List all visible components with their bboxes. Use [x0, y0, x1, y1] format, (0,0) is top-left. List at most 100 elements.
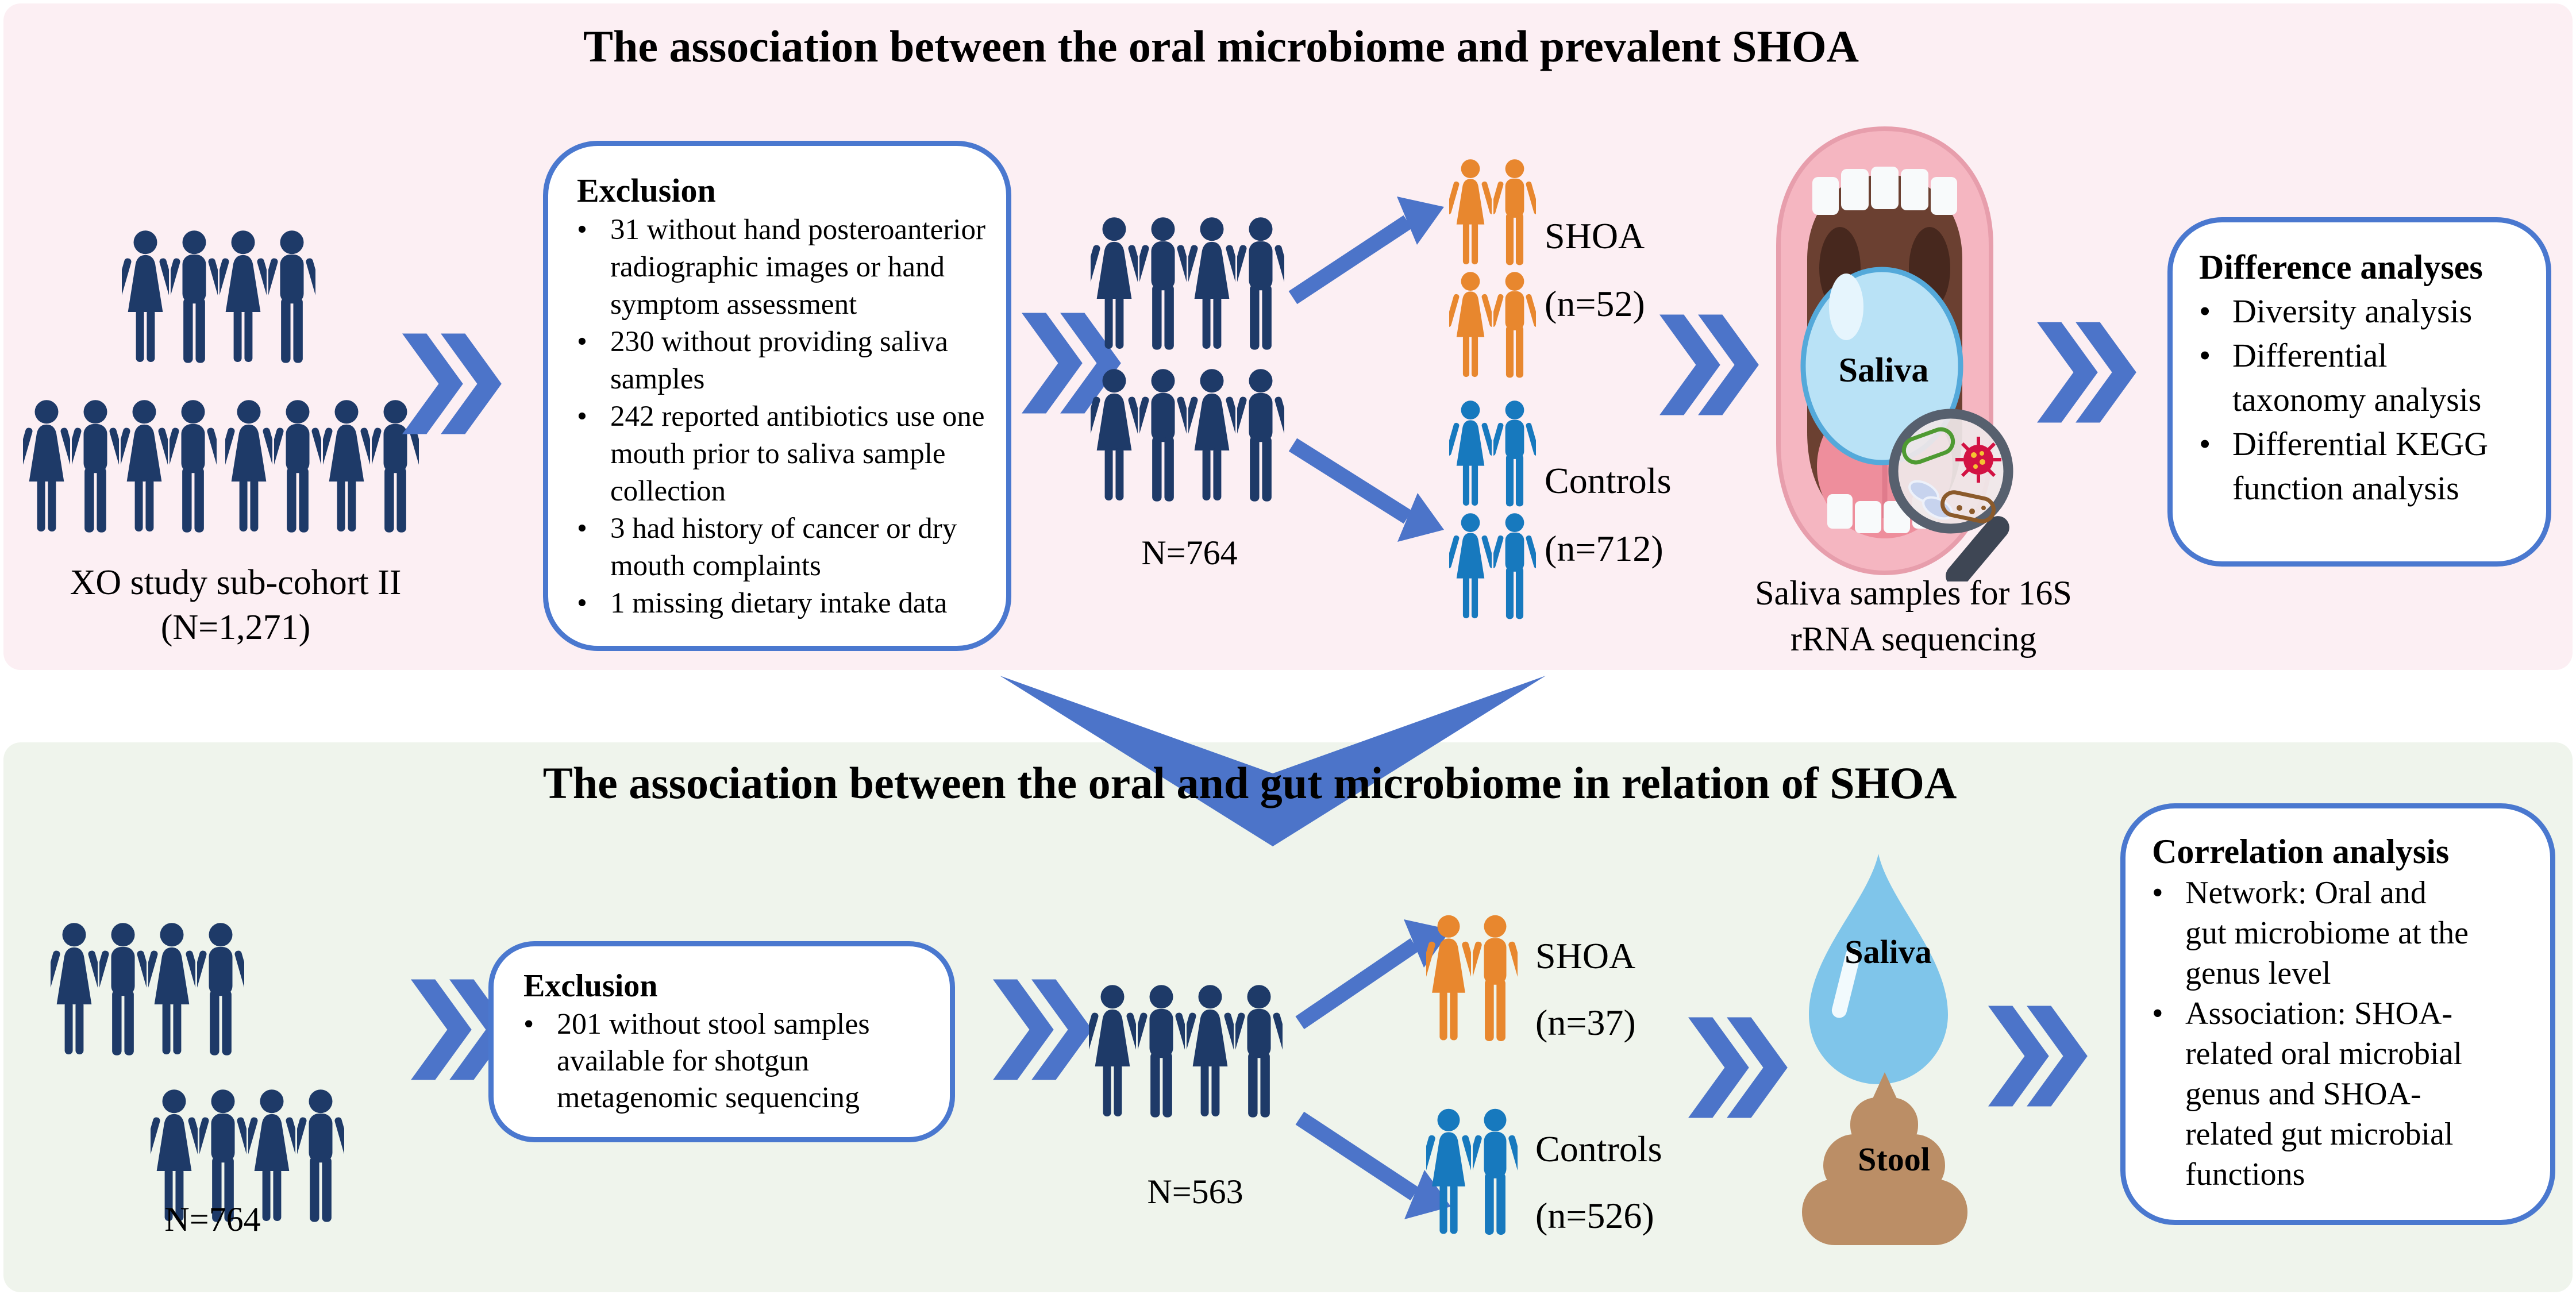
person-icon: [148, 923, 195, 1054]
person-icon: [323, 400, 370, 531]
top-panel-title: The association between the oral microbi…: [583, 21, 1859, 71]
difference-analyses-box: Difference analyses • Diversity analysis •…: [2167, 217, 2551, 567]
person-icon: [268, 230, 315, 363]
study-people-icons-bottom: [1089, 977, 1283, 1125]
arrow-down-right-icon: [1288, 438, 1444, 542]
bullet-item: • Differential taxonomy analysis: [2199, 337, 2482, 418]
difference-analyses-title: Difference analyses: [2199, 248, 2483, 286]
person-icon: [72, 400, 119, 533]
person-icon: [1426, 1108, 1471, 1234]
n764-label: N=764: [1141, 534, 1238, 572]
cohort-label: XO study sub-cohort II (N=1,271): [70, 563, 402, 647]
chevron-right-icon: [1688, 1017, 1788, 1118]
shoa-group-label: SHOA (n=52): [1545, 215, 1645, 324]
stool-label: Stool: [1858, 1141, 1930, 1178]
person-icon: [297, 1089, 344, 1222]
arrow-up-right-icon: [1288, 197, 1444, 305]
mouth-saliva-label: Saliva: [1839, 351, 1929, 389]
bullet-item: • 242 reported antibiotics use one mouth …: [577, 400, 985, 507]
person-icon: [274, 400, 321, 533]
person-icon: [1138, 985, 1185, 1118]
open-mouth-illustration: Saliva: [1776, 126, 2013, 581]
person-icon: [122, 230, 169, 362]
person-icon: [151, 1089, 198, 1221]
saliva-droplet-icon: Saliva: [1809, 854, 1948, 1085]
person-icon: [1473, 1108, 1518, 1235]
chevron-right-icon: [993, 979, 1092, 1080]
person-icon: [121, 400, 168, 531]
person-icon: [23, 400, 70, 531]
person-icon: [1188, 369, 1235, 500]
exclusion-box-bottom: Exclusion • 201 without stool samples ava…: [488, 941, 955, 1142]
chevron-right-icon: [1659, 314, 1759, 415]
cohort-people-icons-row1: [122, 214, 315, 379]
bullet-item: • Diversity analysis: [2199, 292, 2473, 330]
person-icon: [1493, 400, 1536, 507]
controls-group-label: Controls (n=712): [1545, 460, 1672, 569]
bullet-item: • 201 without stool samples available for…: [523, 1008, 870, 1114]
bullet-item: • 31 without hand posteroanterior radiogr…: [577, 214, 985, 321]
bullet-item: • 1 missing dietary intake data: [577, 587, 948, 619]
person-icon: [1089, 985, 1136, 1116]
person-icon: [220, 230, 267, 362]
chevron-right-icon: [1988, 1006, 2088, 1107]
shoa-people-icons: [1449, 154, 1536, 379]
person-icon: [1493, 159, 1536, 265]
bullet-item: • Association: SHOA- related oral microbi…: [2152, 996, 2462, 1192]
person-icon: [1493, 272, 1536, 378]
person-icon: [248, 1089, 295, 1221]
correlation-analysis-list: • Network: Oral and gut microbiome at the…: [2152, 873, 2543, 1195]
exclusion-title: Exclusion: [577, 172, 716, 209]
person-icon: [1139, 217, 1187, 350]
cohort-people-icons-row2a: [23, 392, 217, 540]
person-icon: [171, 230, 218, 363]
study-people-icons-top: [1091, 206, 1284, 509]
bullet-item: • Network: Oral and gut microbiome at the…: [2152, 875, 2469, 991]
person-icon: [1449, 400, 1492, 506]
upper-teeth-icon: [1812, 167, 1957, 215]
person-icon: [1237, 369, 1284, 502]
person-icon: [1426, 915, 1471, 1041]
person-icon: [51, 923, 98, 1054]
person-icon: [1449, 159, 1492, 265]
green-bacterium-icon: [1901, 427, 1955, 465]
big-down-arrow-icon: [1000, 676, 1546, 846]
exclusion2-bullet-list: • 201 without stool samples available for…: [523, 1006, 939, 1116]
n563-label: N=563: [1147, 1173, 1243, 1211]
exclusion-box-top: Exclusion • 31 without hand posteroanteri…: [543, 141, 1011, 651]
controls-people-icons: [1449, 395, 1536, 621]
correlation-analysis-title: Correlation analysis: [2152, 833, 2450, 871]
correlation-analysis-box: Correlation analysis • Network: Oral and …: [2120, 803, 2555, 1225]
person-icon: [225, 400, 272, 531]
person-icon: [1449, 272, 1492, 378]
bullet-item: • Differential KEGG function analysis: [2199, 425, 2489, 507]
person-icon: [1493, 513, 1536, 619]
cohort2-people-icons-row1: [51, 915, 244, 1063]
bullet-item: • 3 had history of cancer or dry mouth co…: [577, 513, 957, 582]
brown-bacterium-icon: [1940, 490, 1996, 523]
person-icon: [170, 400, 217, 533]
cohort2-people-icons-row2: [151, 1081, 344, 1230]
person-icon: [1235, 985, 1283, 1118]
exclusion2-title: Exclusion: [523, 968, 658, 1004]
person-icon: [1188, 217, 1235, 349]
chevron-right-icon: [2037, 322, 2136, 423]
controls-bottom-people-icons: [1426, 1106, 1518, 1237]
person-icon: [1473, 915, 1518, 1041]
n764-bottom-label: N=764: [164, 1200, 261, 1238]
saliva-droplet-label: Saliva: [1845, 933, 1932, 970]
exclusion-bullet-list: • 31 without hand posteroanterior radiogr…: [577, 211, 996, 622]
person-icon: [1187, 985, 1234, 1116]
difference-analyses-list: • Diversity analysis • Differential taxonom…: [2199, 289, 2538, 510]
chevron-right-icon: [402, 333, 502, 434]
person-icon: [1139, 369, 1187, 502]
stool-icon: Stool: [1802, 1072, 1967, 1245]
person-icon: [372, 400, 419, 533]
person-icon: [1091, 217, 1138, 349]
bullet-item: • 230 without providing saliva samples: [577, 326, 948, 395]
red-bacterium-icon: [1955, 437, 2001, 483]
person-icon: [1449, 513, 1492, 619]
person-icon: [1237, 217, 1284, 350]
chevron-right-icon: [1022, 313, 1121, 414]
